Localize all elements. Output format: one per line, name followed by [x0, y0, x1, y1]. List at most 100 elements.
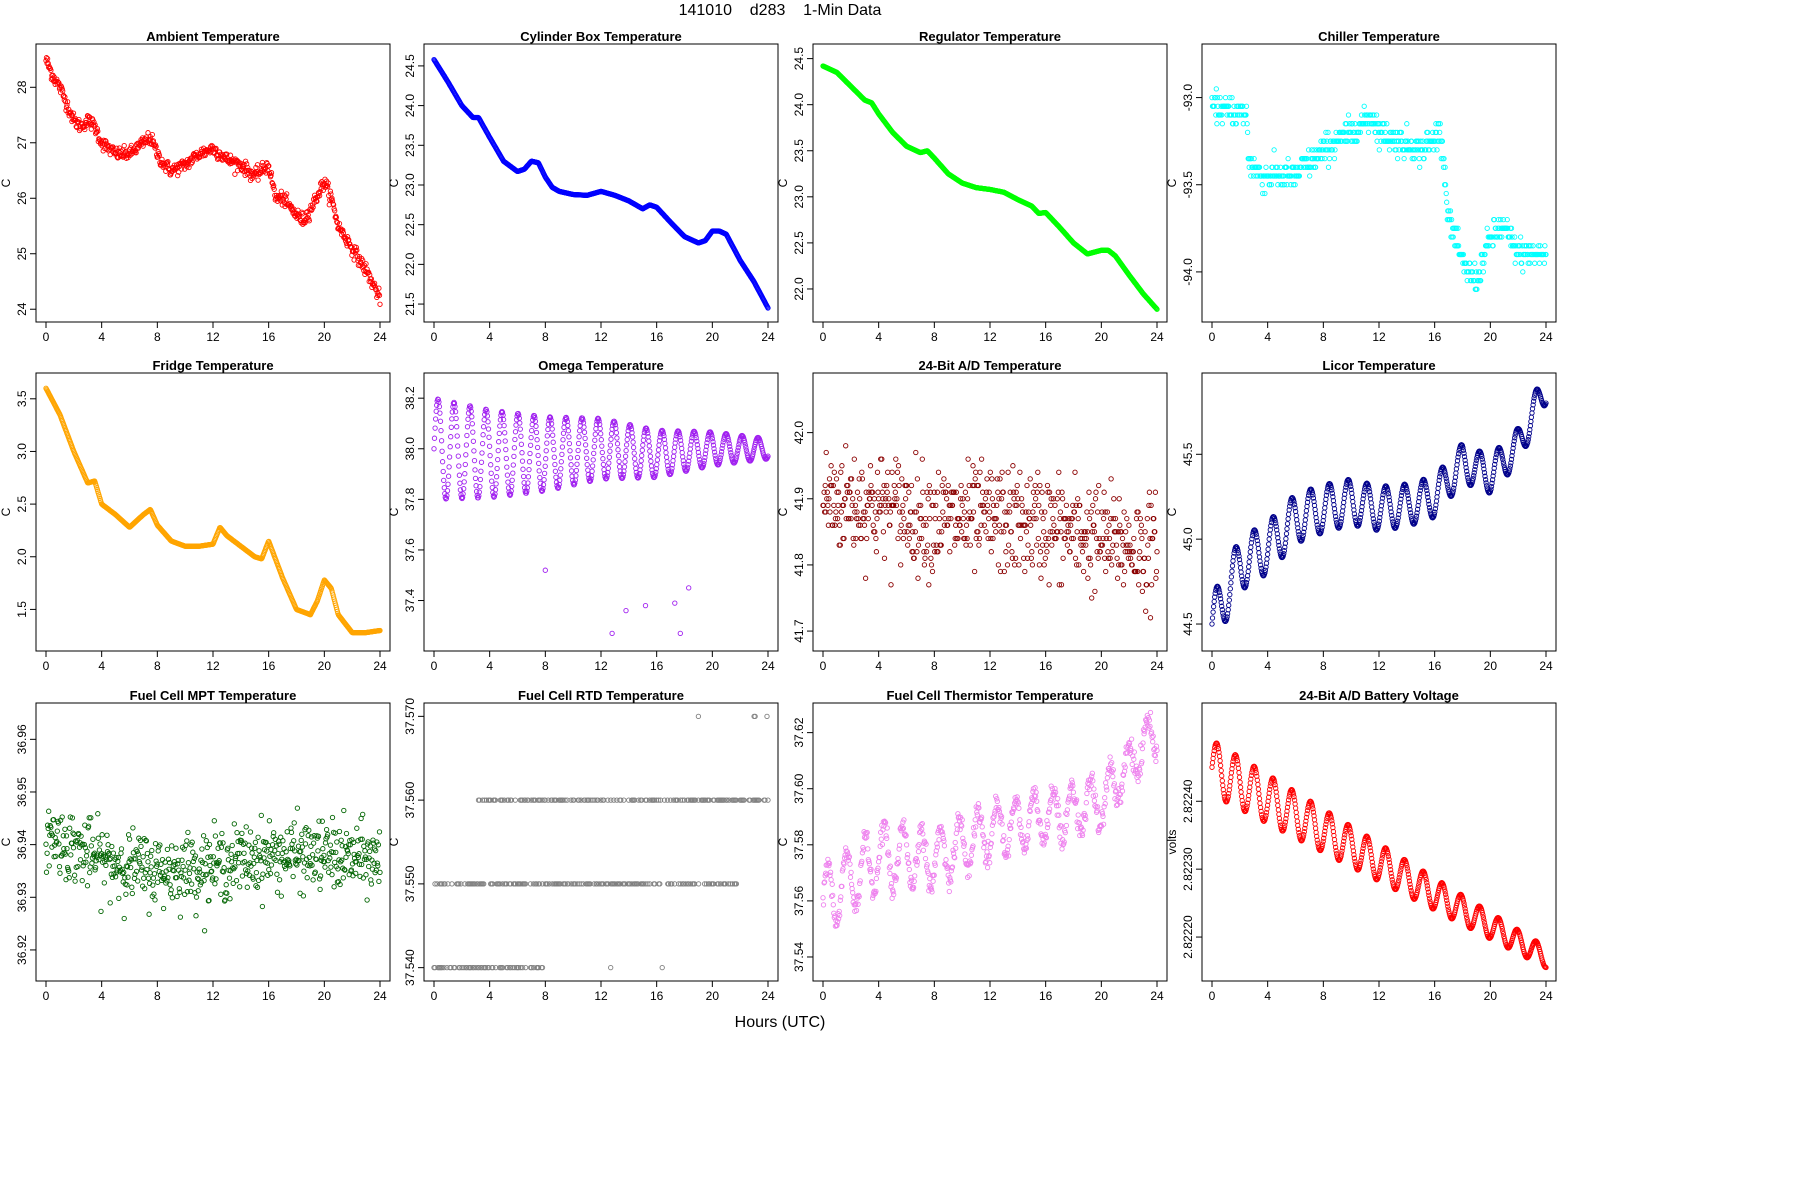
data-point [1361, 489, 1367, 495]
data-point [448, 434, 454, 440]
data-point [647, 448, 653, 454]
data-point [448, 424, 454, 430]
data-point [1256, 550, 1262, 556]
data-point [1234, 112, 1241, 118]
data-point [676, 431, 683, 437]
data-point [1311, 498, 1317, 505]
data-point [447, 444, 453, 450]
data-point [941, 522, 948, 528]
data-point [1251, 155, 1257, 162]
data-point [1311, 155, 1318, 162]
panel-5-xtick-label: 20 [318, 659, 332, 673]
data-point [1416, 498, 1422, 505]
data-point [1082, 529, 1088, 535]
panel-8-ytick-label: 44.5 [1181, 612, 1195, 636]
data-point [1073, 562, 1080, 568]
data-point [1009, 555, 1016, 561]
data-point [1283, 531, 1290, 537]
data-point [1057, 509, 1064, 515]
data-point [1230, 558, 1236, 564]
data-point [1463, 260, 1469, 266]
data-point [459, 494, 466, 500]
data-point [998, 496, 1005, 502]
data-point [1260, 190, 1266, 197]
data-point [1046, 489, 1053, 495]
data-point [278, 188, 284, 194]
data-point [572, 480, 578, 486]
data-point [461, 479, 467, 485]
data-point [986, 489, 992, 495]
data-point [1460, 251, 1467, 258]
data-point [1127, 555, 1134, 561]
data-point [735, 444, 741, 451]
data-point [1389, 512, 1395, 519]
data-point [1333, 129, 1339, 136]
data-point [1512, 234, 1518, 240]
data-point [1291, 499, 1297, 505]
panel-6-frame [423, 372, 779, 652]
data-point [877, 509, 883, 515]
data-point [633, 469, 639, 476]
data-point [1254, 537, 1260, 544]
panel-4-ylabel: C [1165, 178, 1179, 187]
data-point [735, 447, 741, 454]
data-point [909, 529, 916, 535]
data-point [616, 464, 623, 470]
data-point [1109, 562, 1115, 568]
data-point [1209, 615, 1216, 621]
data-point [1492, 234, 1498, 240]
data-point [479, 450, 485, 456]
data-point [597, 425, 603, 432]
data-point [1097, 549, 1103, 555]
data-point [987, 509, 993, 515]
data-point [851, 542, 857, 548]
data-point [629, 434, 636, 440]
data-point [1324, 138, 1330, 144]
panel-7-ytick-label: 41.9 [792, 487, 806, 511]
data-point [445, 481, 451, 487]
data-point [566, 434, 572, 440]
data-point [1110, 542, 1116, 548]
data-point [1033, 515, 1039, 522]
data-point [847, 489, 853, 495]
data-point [1329, 147, 1335, 153]
data-point [1471, 277, 1477, 284]
data-point [1356, 129, 1362, 136]
data-point [694, 442, 700, 448]
data-point [476, 493, 482, 499]
data-point [456, 472, 463, 478]
data-point [539, 488, 546, 494]
data-point [608, 436, 614, 442]
panel-7-xtick-label: 4 [875, 659, 882, 673]
data-point [1419, 147, 1426, 153]
data-point [1146, 489, 1153, 495]
data-point [1028, 555, 1034, 561]
data-point [542, 567, 548, 573]
data-point [895, 463, 902, 469]
data-point [1145, 542, 1151, 548]
data-point [696, 453, 702, 459]
data-point [1519, 260, 1525, 266]
data-point [1434, 489, 1441, 496]
data-point [680, 458, 686, 464]
data-point [1034, 489, 1040, 495]
data-point [711, 449, 718, 455]
data-point [1246, 164, 1252, 170]
data-point [1070, 502, 1076, 509]
data-point [1072, 555, 1079, 561]
data-point [590, 457, 596, 463]
data-point [1513, 243, 1519, 249]
data-point [1447, 208, 1454, 214]
data-point [1348, 483, 1354, 490]
data-point [489, 478, 495, 484]
data-point [989, 496, 996, 502]
data-point [1332, 147, 1338, 153]
data-point [1332, 510, 1338, 516]
data-point [883, 509, 889, 515]
data-point [655, 447, 662, 453]
data-point [824, 489, 830, 495]
panel-1-xtick-label: 8 [154, 330, 161, 344]
data-point [684, 464, 691, 471]
